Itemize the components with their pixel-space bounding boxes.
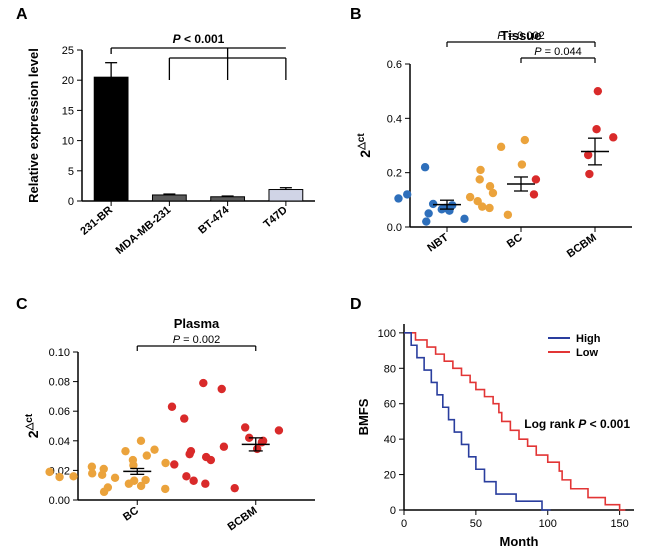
svg-text:60: 60 [384,399,396,411]
svg-text:0.6: 0.6 [387,59,402,71]
svg-text:BMFS: BMFS [356,398,371,435]
svg-text:0.04: 0.04 [49,436,70,448]
svg-text:P = 0.002: P = 0.002 [173,334,220,346]
svg-text:NBT: NBT [425,231,451,254]
svg-text:231-BR: 231-BR [78,204,115,238]
svg-text:Relative expression level: Relative expression level [26,48,41,203]
panel-label-b: B [350,6,362,24]
svg-text:50: 50 [470,518,482,530]
svg-text:150: 150 [610,518,628,530]
svg-text:0.2: 0.2 [387,168,402,180]
svg-text:0: 0 [68,196,74,208]
svg-text:15: 15 [62,105,74,117]
svg-text:0: 0 [390,505,396,517]
svg-text:BC: BC [121,505,141,524]
svg-text:2△ct: 2△ct [356,133,373,158]
svg-text:80: 80 [384,363,396,375]
panel-b-chart: Tissue0.00.20.40.62△ctNBTBCBCBMP = 0.002… [352,24,642,279]
svg-text:Low: Low [576,347,598,359]
svg-text:T47D: T47D [261,204,289,231]
svg-text:BC: BC [505,232,525,251]
svg-text:Log rank P < 0.001: Log rank P < 0.001 [524,417,630,431]
panel-a-chart: 0 5 10 15 20 25 Relative expression level 231-B… [20,24,325,279]
panel-d-chart: 0 20 40 60 80 100 0 50 100 150 BMFS Month High Low Log… [352,312,642,552]
svg-text:MDA-MB-231: MDA-MB-231 [114,204,174,257]
svg-text:BT-474: BT-474 [196,204,232,237]
svg-text:0.08: 0.08 [49,377,70,389]
svg-text:100: 100 [539,518,557,530]
svg-text:0.0: 0.0 [387,222,402,234]
svg-text:40: 40 [384,434,396,446]
panel-label-a: A [16,6,28,24]
svg-text:P = 0.044: P = 0.044 [534,46,581,58]
svg-text:0.00: 0.00 [49,495,70,507]
svg-text:0.06: 0.06 [49,406,70,418]
svg-text:High: High [576,333,601,345]
svg-text:20: 20 [384,470,396,482]
svg-text:2△ct: 2△ct [24,413,41,438]
svg-text:0.4: 0.4 [387,113,402,125]
svg-text:P = 0.002: P = 0.002 [497,30,544,42]
svg-text:Month: Month [500,534,539,549]
svg-text:100: 100 [378,328,396,340]
svg-text:20: 20 [62,75,74,87]
svg-text:5: 5 [68,166,74,178]
svg-text:0: 0 [401,518,407,530]
svg-text:BCBM: BCBM [226,505,260,534]
panel-c-chart: Plasma0.000.020.040.060.080.102△ctBCBCBM… [20,312,325,552]
svg-text:P < 0.001: P < 0.001 [173,32,225,46]
svg-text:25: 25 [62,45,74,57]
svg-text:0.10: 0.10 [49,347,70,359]
svg-text:10: 10 [62,136,74,148]
svg-text:Plasma: Plasma [174,316,220,331]
svg-text:BCBM: BCBM [565,232,599,261]
